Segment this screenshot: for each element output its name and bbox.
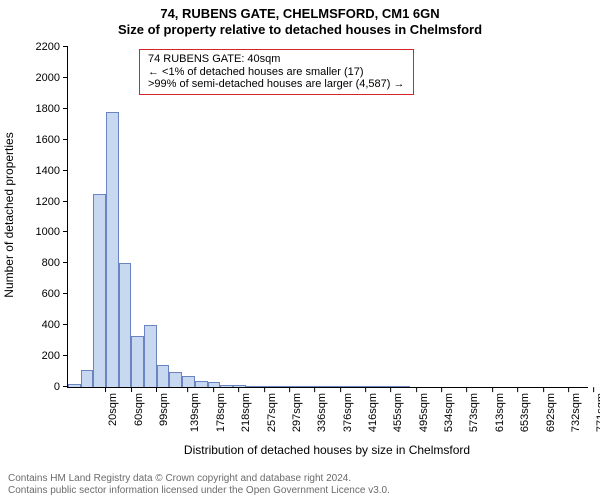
x-tick: 139sqm <box>190 393 202 432</box>
histogram-bar <box>309 386 322 387</box>
y-tick: 400 <box>42 319 68 331</box>
histogram-bar <box>81 370 94 387</box>
plot-area: 0200400600800100012001400160018002000220… <box>67 47 588 388</box>
x-tick: 573sqm <box>469 393 481 432</box>
callout-line-1: 74 RUBENS GATE: 40sqm <box>148 53 405 66</box>
x-tick: 495sqm <box>418 393 430 432</box>
histogram-bar <box>347 386 360 387</box>
x-tick: 20sqm <box>107 393 119 426</box>
histogram-bar <box>246 386 259 387</box>
x-tick: 178sqm <box>215 393 227 432</box>
y-tick: 1200 <box>36 196 68 208</box>
y-tick: 1000 <box>36 226 68 238</box>
x-axis-label: Distribution of detached houses by size … <box>67 443 587 457</box>
histogram-bar <box>106 112 119 387</box>
y-tick: 800 <box>42 257 68 269</box>
x-tick: 376sqm <box>342 393 354 432</box>
footer-line-2: Contains public sector information licen… <box>8 485 390 497</box>
histogram-bar <box>157 365 170 387</box>
title-line-1: 74, RUBENS GATE, CHELMSFORD, CM1 6GN <box>0 6 600 22</box>
histogram-bar <box>296 386 309 387</box>
histogram-bar <box>385 386 398 387</box>
x-tick: 416sqm <box>367 393 379 432</box>
histogram-bar <box>271 386 284 387</box>
y-axis-label: Number of detached properties <box>2 115 16 315</box>
histogram-bar <box>398 386 411 387</box>
histogram-bar <box>169 372 182 387</box>
y-tick: 2000 <box>36 72 68 84</box>
histogram-bar <box>220 385 233 387</box>
histogram-bar <box>372 386 385 387</box>
callout-line-3: >99% of semi-detached houses are larger … <box>148 78 405 91</box>
x-tick: 218sqm <box>240 393 252 432</box>
y-tick: 0 <box>54 381 68 393</box>
histogram-bar <box>322 386 335 387</box>
x-tick: 653sqm <box>519 393 531 432</box>
histogram-bar <box>119 263 132 387</box>
title-block: 74, RUBENS GATE, CHELMSFORD, CM1 6GN Siz… <box>0 0 600 39</box>
x-tick: 257sqm <box>266 393 278 432</box>
histogram-bar <box>195 381 208 387</box>
x-tick: 336sqm <box>316 393 328 432</box>
x-tick: 732sqm <box>570 393 582 432</box>
x-tick: 613sqm <box>494 393 506 432</box>
x-tick: 534sqm <box>443 393 455 432</box>
x-tick: 771sqm <box>595 393 600 432</box>
property-callout: 74 RUBENS GATE: 40sqm ← <1% of detached … <box>139 49 414 95</box>
x-tick: 455sqm <box>393 393 405 432</box>
y-tick: 200 <box>42 350 68 362</box>
histogram-bar <box>93 194 106 387</box>
histogram-bar <box>182 376 195 387</box>
y-tick: 600 <box>42 288 68 300</box>
title-line-2: Size of property relative to detached ho… <box>0 22 600 38</box>
x-tick: 99sqm <box>158 393 170 426</box>
histogram-bar <box>131 336 144 387</box>
y-tick: 1400 <box>36 165 68 177</box>
histogram-bar <box>233 385 246 387</box>
x-tick: 297sqm <box>291 393 303 432</box>
callout-line-2: ← <1% of detached houses are smaller (17… <box>148 66 405 79</box>
x-tick: 692sqm <box>545 393 557 432</box>
y-tick: 2200 <box>36 41 68 53</box>
y-tick: 1800 <box>36 103 68 115</box>
footer-line-1: Contains HM Land Registry data © Crown c… <box>8 473 390 485</box>
x-tick: 60sqm <box>133 393 145 426</box>
histogram-bar <box>68 384 81 387</box>
histogram-bar <box>144 325 157 387</box>
attribution-footer: Contains HM Land Registry data © Crown c… <box>8 473 390 496</box>
y-tick: 1600 <box>36 134 68 146</box>
